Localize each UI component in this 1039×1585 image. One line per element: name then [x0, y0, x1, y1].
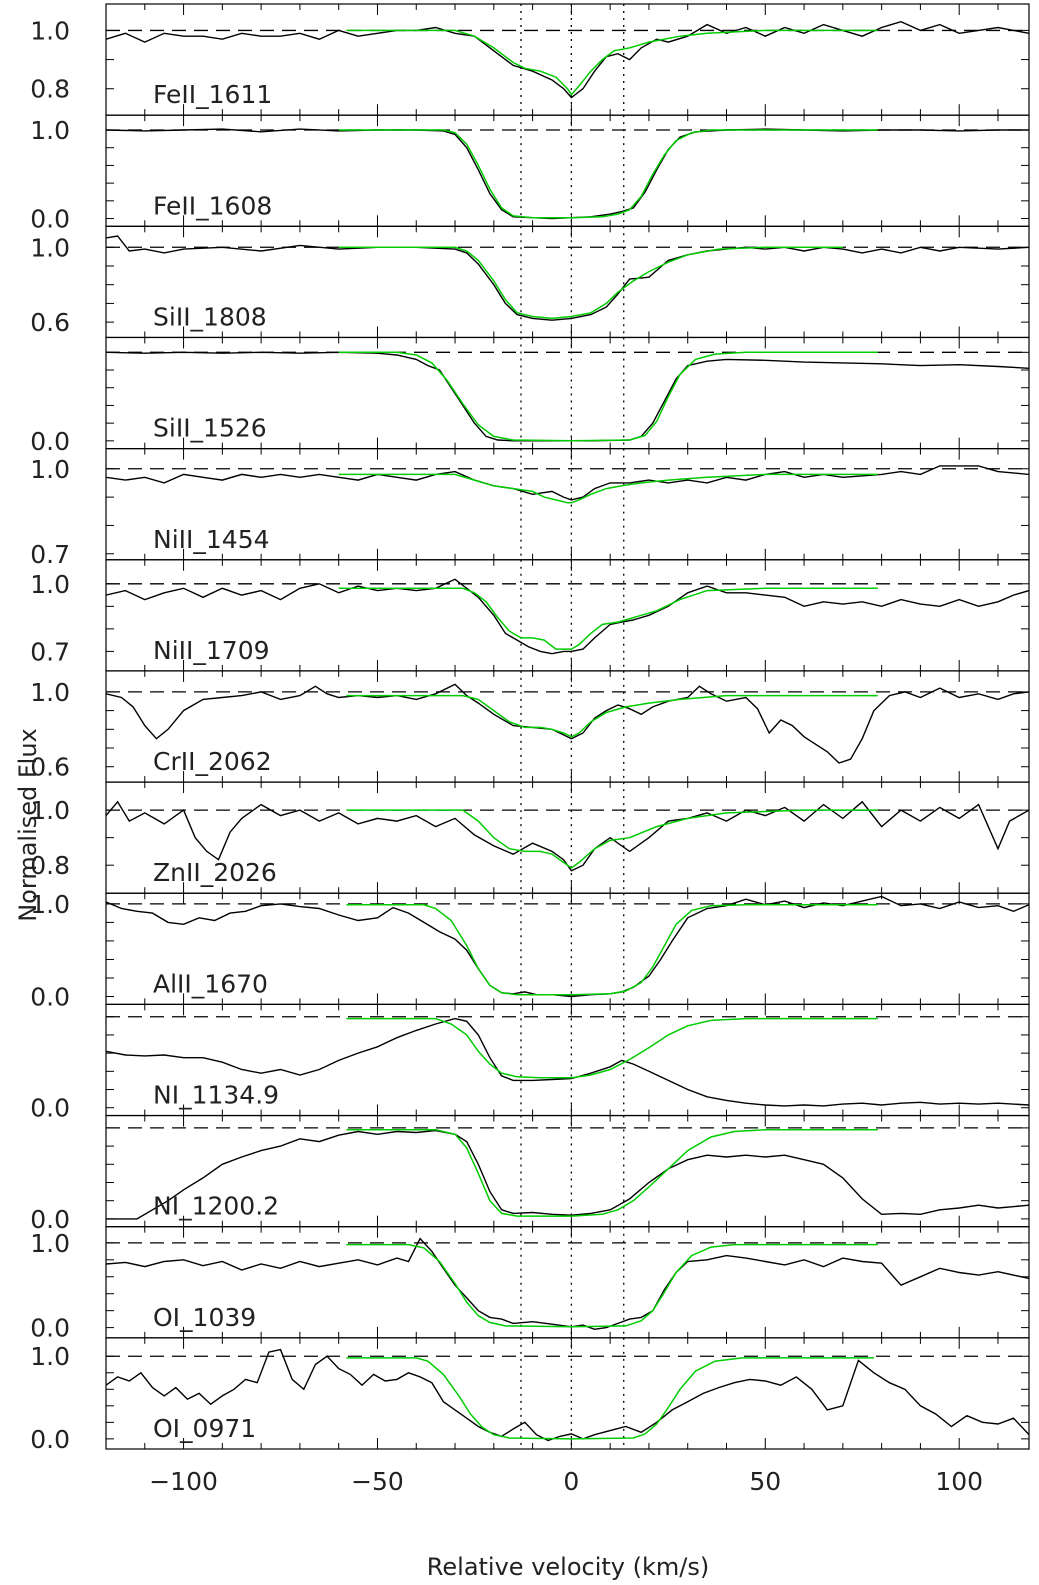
panel-label: AlII_1670: [153, 969, 268, 998]
y-tick-label: 1.0: [30, 1229, 70, 1258]
panel-label: CrII_2062: [153, 747, 272, 776]
panel-label: SiII_1526: [153, 414, 267, 443]
model-line: [338, 246, 843, 320]
y-tick-label: 0.0: [30, 983, 70, 1012]
panel-8: 1.0 0.0 AlII_1670: [30, 890, 1030, 1012]
panel-11: 1.0 0.0 OI_1039: [30, 1226, 1030, 1343]
data-line: [106, 20, 1029, 99]
data-line: [106, 235, 1029, 321]
panel-3: 0.0 SiII_1526: [30, 336, 1030, 456]
panel-plot-area: [106, 893, 1029, 1005]
model-line: [346, 1357, 874, 1440]
panel-plot-area: [106, 1226, 1029, 1338]
model-line: [346, 694, 878, 738]
model-line: [346, 1243, 878, 1328]
data-line: [106, 1237, 1029, 1331]
data-line: [106, 578, 1029, 655]
y-tick-label: 0.6: [30, 308, 70, 337]
y-tick-label: 0.0: [30, 1425, 70, 1454]
panel-7: 1.0 0.8 ZnII_2026: [30, 781, 1030, 894]
y-tick-label: 1.0: [30, 16, 70, 45]
x-tick-label: 0: [563, 1467, 579, 1496]
y-tick-label: 1.0: [30, 233, 70, 262]
data-line: [106, 1348, 1029, 1442]
panel-label: NI_1134.9: [153, 1081, 279, 1110]
y-tick-label: 0.0: [30, 1314, 70, 1343]
x-axis: −100 −50 0 50 100: [149, 1467, 983, 1496]
data-line: [106, 465, 1029, 501]
y-tick-label: 0.8: [30, 75, 70, 104]
y-tick-label: 1.0: [30, 890, 70, 919]
panel-plot-area: [106, 115, 1029, 227]
panel-label: ZnII_2026: [153, 858, 277, 887]
panel-plot-area: [106, 226, 1029, 338]
model-line: [338, 351, 878, 442]
model-line: [346, 904, 878, 996]
panel-4: 1.0 0.7 NiII_1454: [30, 448, 1030, 569]
panel-plot-area: [106, 1115, 1029, 1227]
panel-plot-area: [106, 337, 1029, 449]
y-tick-label: 1.0: [30, 455, 70, 484]
model-line: [338, 587, 878, 650]
x-axis-title: Relative velocity (km/s): [427, 1553, 709, 1581]
panel-plot-area: [106, 4, 1029, 116]
panel-plot-area: [106, 448, 1029, 560]
model-line: [346, 809, 878, 869]
y-tick-label: 1.0: [30, 116, 70, 145]
panel-5: 1.0 0.7 NiII_1709: [30, 559, 1030, 672]
model-line: [346, 29, 878, 96]
panel-label: FeII_1611: [153, 80, 272, 109]
panel-6: 1.0 0.6 CrII_2062: [30, 670, 1030, 783]
x-tick-label: −100: [149, 1467, 218, 1496]
model-line: [338, 473, 878, 504]
data-line: [106, 800, 1029, 872]
panel-10: 0.0 NI_1200.2: [30, 1114, 1030, 1234]
model-line: [346, 1128, 878, 1217]
panel-plot-area: [106, 1004, 1029, 1116]
panel-frame: [105, 1337, 1030, 1450]
y-tick-label: 1.0: [30, 1342, 70, 1371]
panel-plot-area: [106, 782, 1029, 894]
panel-label: FeII_1608: [153, 191, 272, 220]
data-line: [106, 1017, 1029, 1107]
y-tick-label: 1.0: [30, 678, 70, 707]
x-tick-label: −50: [351, 1467, 404, 1496]
data-line: [106, 1129, 1029, 1220]
panel-label: SiII_1808: [153, 302, 267, 331]
y-tick-label: 0.6: [30, 753, 70, 782]
panel-2: 1.0 0.6 SiII_1808: [30, 225, 1030, 339]
y-tick-label: 0.0: [30, 427, 70, 456]
x-tick-label: 100: [935, 1467, 983, 1496]
panel-plot-area: [106, 559, 1029, 671]
panel-label: NI_1200.2: [153, 1192, 279, 1221]
y-axis-title: Normalised Flux: [14, 728, 42, 922]
y-tick-label: 0.8: [30, 851, 70, 880]
panel-label: OI_1039: [153, 1303, 256, 1332]
y-tick-label: 1.0: [30, 796, 70, 825]
y-tick-label: 0.7: [30, 540, 70, 569]
panel-0: 1.0 0.8 FeII_1611: [30, 3, 1030, 116]
y-tick-label: 0.7: [30, 637, 70, 666]
y-tick-label: 0.0: [30, 1094, 70, 1123]
panel-12: 1.0 0.0 OI_0971: [30, 1337, 1030, 1454]
data-line: [106, 683, 1029, 764]
panel-label: NiII_1454: [153, 525, 270, 554]
y-tick-label: 0.0: [30, 205, 70, 234]
panel-plot-area: [106, 1337, 1029, 1449]
panel-label: OI_0971: [153, 1414, 256, 1443]
panel-label: NiII_1709: [153, 636, 270, 665]
model-line: [338, 129, 878, 219]
x-tick-label: 50: [749, 1467, 781, 1496]
panel-plot-area: [106, 670, 1029, 783]
y-tick-label: 0.0: [30, 1205, 70, 1234]
y-tick-label: 1.0: [30, 570, 70, 599]
panel-1: 1.0 0.0 FeII_1608: [30, 114, 1030, 234]
panel-9: 0.0 NI_1134.9: [30, 1003, 1030, 1123]
model-line: [346, 1017, 878, 1079]
